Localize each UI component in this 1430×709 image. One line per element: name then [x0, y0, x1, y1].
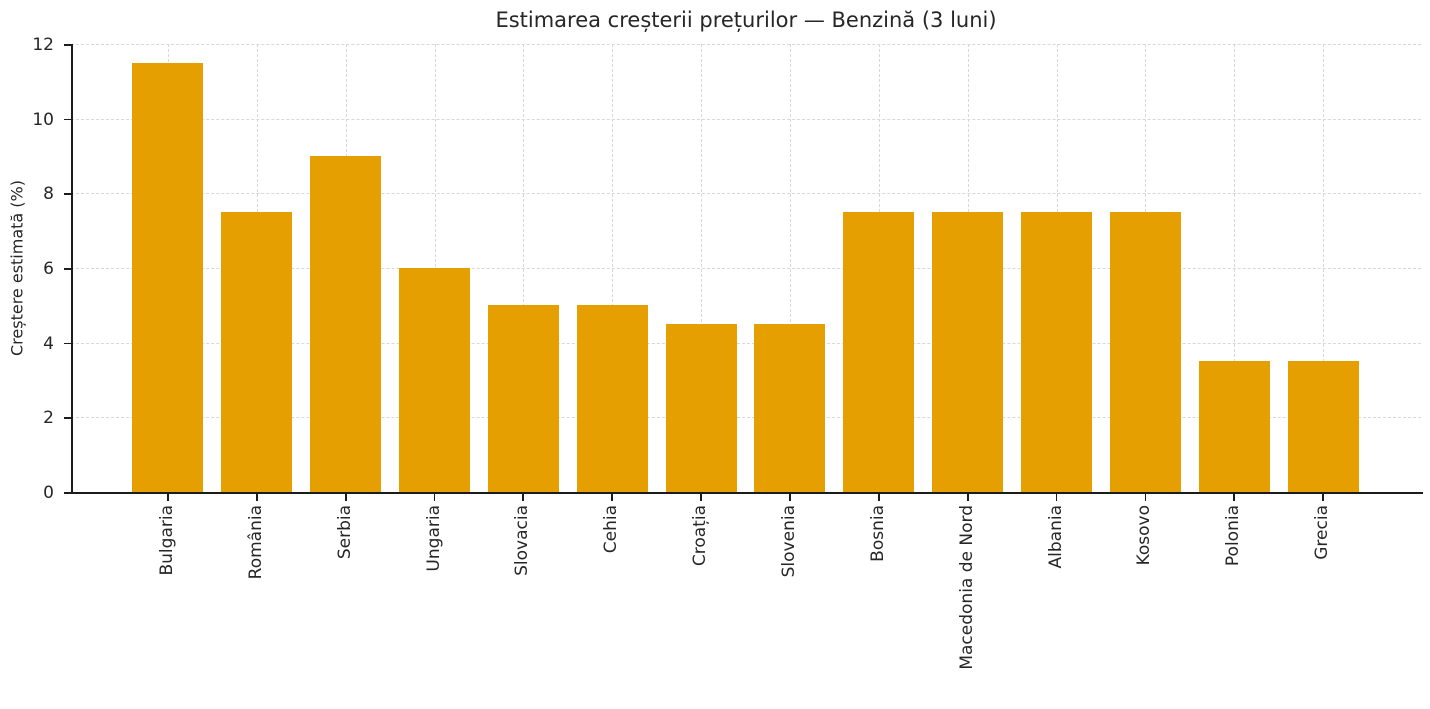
v-gridline	[789, 44, 791, 492]
x-tick	[877, 494, 880, 501]
y-tick	[64, 342, 71, 345]
y-tick-label: 6	[43, 259, 54, 279]
bar-albania	[1021, 212, 1093, 492]
y-tick	[64, 193, 71, 196]
x-tick-label: Slovenia	[778, 505, 799, 578]
x-tick	[700, 494, 703, 501]
x-tick-label: Macedonia de Nord	[956, 505, 977, 670]
x-tick-label: România	[245, 505, 266, 580]
x-tick	[1322, 494, 1325, 501]
h-gridline	[71, 268, 1421, 269]
bar-serbia	[310, 156, 382, 492]
bar-croa-ia	[665, 324, 737, 492]
bar-slovacia	[487, 305, 559, 492]
x-tick	[433, 494, 436, 501]
y-tick	[64, 417, 71, 420]
y-tick-label: 8	[43, 184, 54, 205]
x-tick	[167, 494, 169, 501]
bar-rom-nia	[221, 212, 293, 492]
h-gridline	[71, 342, 1421, 344]
v-gridline	[1323, 44, 1325, 492]
y-tick	[64, 118, 71, 121]
y-axis-spine	[71, 44, 73, 492]
y-tick-label: 2	[43, 408, 54, 429]
y-tick-label: 4	[43, 333, 54, 354]
x-tick	[611, 494, 614, 501]
bar-grecia	[1287, 361, 1359, 492]
bar-macedonia-de-nord	[932, 212, 1004, 492]
x-tick-label: Cehia	[601, 505, 622, 554]
x-tick-label: Slovacia	[512, 505, 533, 576]
x-tick-label: Kosovo	[1134, 505, 1155, 566]
x-tick-label: Bulgaria	[156, 505, 177, 576]
bar-kosovo	[1109, 212, 1181, 492]
y-tick-label: 12	[32, 35, 54, 55]
x-tick	[1055, 494, 1058, 501]
x-tick	[522, 494, 525, 501]
x-tick-label: Croația	[690, 505, 711, 567]
x-axis-spine	[71, 492, 1423, 494]
h-gridline	[71, 193, 1421, 195]
h-gridline	[71, 417, 1421, 419]
x-tick	[255, 494, 258, 501]
v-gridline	[701, 44, 703, 492]
v-gridline	[523, 44, 525, 492]
y-tick-label: 0	[43, 483, 54, 503]
bar-bosnia	[843, 212, 915, 492]
x-tick-label: Ungaria	[423, 505, 444, 572]
y-tick	[64, 44, 71, 46]
bar-polonia	[1198, 361, 1270, 492]
x-tick-label: Bosnia	[867, 505, 888, 562]
y-tick	[64, 492, 71, 494]
x-tick	[344, 494, 347, 501]
v-gridline	[612, 44, 614, 492]
bar-cehia	[576, 305, 648, 492]
x-tick-label: Serbia	[334, 505, 355, 560]
x-tick	[966, 494, 969, 501]
y-tick-label: 10	[32, 109, 54, 130]
x-tick	[1233, 494, 1236, 501]
x-tick-label: Grecia	[1312, 505, 1333, 560]
h-gridline	[71, 44, 1421, 45]
x-tick	[789, 494, 791, 501]
bar-slovenia	[754, 324, 826, 492]
x-tick-label: Polonia	[1223, 505, 1244, 567]
x-tick	[1144, 494, 1147, 501]
chart-title: Estimarea creșterii prețurilor — Benzină…	[495, 8, 997, 32]
bar-ungaria	[399, 268, 470, 492]
x-tick-label: Albania	[1045, 505, 1066, 569]
v-gridline	[1234, 44, 1236, 492]
bar-bulgaria	[132, 62, 204, 492]
y-tick	[64, 268, 71, 270]
h-gridline	[71, 118, 1421, 120]
